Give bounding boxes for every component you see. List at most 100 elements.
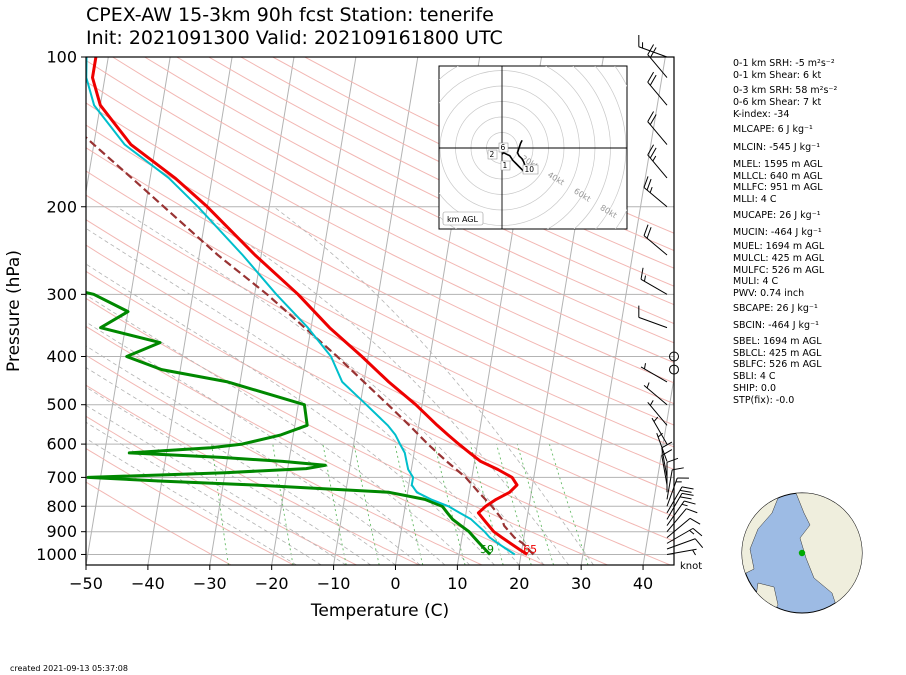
wind-barb: [656, 432, 668, 462]
hodograph-unit-label: km AGL: [447, 215, 479, 224]
wind-barb-calm: [669, 351, 679, 362]
wind-barb: [666, 467, 684, 500]
stability-index-item: MLLFC: 951 m AGL: [733, 182, 823, 194]
stability-index-item: SBCAPE: 26 J kg⁻¹: [733, 302, 818, 314]
isotherm-line: [86, 57, 109, 195]
moist-adiabat-line: [86, 345, 421, 565]
hodograph-height-label: 1: [503, 161, 508, 170]
moist-adiabat-line: [86, 367, 396, 565]
dry-adiabat-line: [112, 57, 674, 344]
globe-locator: [741, 492, 863, 614]
x-tick-label: −20: [255, 574, 289, 593]
mixing-ratio-line: [434, 443, 466, 565]
created-timestamp: created 2021-09-13 05:37:08: [10, 664, 128, 673]
y-tick-label: 1000: [36, 545, 77, 564]
wind-barb: [643, 224, 668, 256]
wind-barb: [666, 500, 696, 526]
stability-index-item: MLLI: 4 C: [733, 194, 777, 205]
hodograph-height-label: 10: [525, 165, 535, 174]
mixing-ratio-line: [548, 443, 589, 565]
dry-adiabat-line: [86, 147, 674, 448]
y-tick-label: 800: [46, 497, 77, 516]
stability-index-item: 0-1 km SRH: -5 m²s⁻²: [733, 58, 835, 69]
y-tick-label: 700: [46, 468, 77, 487]
stability-index-item: 0-3 km SRH: 58 m²s⁻²: [733, 85, 838, 97]
plot-area: [86, 57, 674, 565]
dry-adiabat-line: [86, 102, 674, 405]
surface-temperature-label: 65: [523, 543, 537, 556]
wind-barb: [647, 71, 668, 106]
moist-adiabat-line: [86, 404, 347, 565]
mixing-ratio-line: [394, 444, 424, 565]
isotherm-line: [642, 375, 674, 565]
wind-barb: [640, 267, 668, 295]
y-tick-label: 500: [46, 395, 77, 414]
stability-index-item: SBLFC: 526 m AGL: [733, 359, 822, 371]
wind-barb: [666, 517, 701, 538]
y-tick-label: 100: [46, 48, 77, 67]
dry-adiabat-line: [208, 57, 674, 287]
stability-index-item: STP(fix): -0.0: [733, 394, 795, 406]
hodograph-height-box: [500, 160, 511, 171]
station-marker: [798, 549, 806, 557]
wind-barb-calm: [669, 364, 679, 375]
dry-adiabat-line: [86, 244, 674, 542]
wetbulb-profile: [86, 57, 516, 556]
y-tick-label: 200: [46, 197, 77, 216]
wind-barb: [651, 416, 668, 445]
dry-adiabat-line: [144, 57, 674, 325]
moist-adiabat-line: [116, 206, 545, 565]
stability-index-item: SBCIN: -464 J kg⁻¹: [733, 320, 819, 332]
x-tick-label: 0: [390, 574, 400, 593]
moist-adiabat-line: [86, 227, 520, 565]
dry-adiabat-line: [86, 447, 294, 565]
stability-index-item: 0-1 km Shear: 6 kt: [733, 69, 822, 81]
stability-index-item: MLCAPE: 6 J kg⁻¹: [733, 123, 813, 135]
stability-index-item: MLEL: 1595 m AGL: [733, 158, 823, 170]
dry-adiabat-line: [86, 270, 671, 565]
moist-adiabat-line: [273, 206, 594, 565]
wind-unit-label: knot: [680, 561, 702, 572]
mixing-ratio-line: [496, 443, 532, 565]
y-tick-label: 600: [46, 435, 77, 454]
wind-barb: [647, 111, 668, 145]
moist-adiabat-line: [86, 294, 470, 565]
hodograph-height-box: [498, 142, 509, 153]
mixing-ratio-line: [322, 444, 347, 565]
hodograph-unit-box: [442, 211, 484, 226]
hodograph-height-label: 2: [490, 150, 495, 159]
dry-adiabat-line: [86, 59, 674, 364]
wind-barb: [638, 35, 668, 58]
dewpoint-profile: [86, 291, 492, 556]
x-tick-label: 30: [571, 574, 591, 593]
wind-barb: [643, 382, 668, 406]
x-tick-label: 20: [509, 574, 529, 593]
x-tick-label: 10: [447, 574, 467, 593]
surface-dewpoint-label: 59: [480, 543, 494, 556]
wind-barb: [666, 548, 697, 556]
y-tick-label: 400: [46, 347, 77, 366]
stability-index-item: MULI: 4 C: [733, 276, 779, 288]
wind-barb: [666, 527, 703, 544]
stability-index-item: MUCAPE: 26 J kg⁻¹: [733, 209, 821, 221]
moist-adiabat-line: [86, 437, 297, 565]
dry-adiabat-line: [86, 80, 674, 384]
mixing-ratio-line: [211, 444, 229, 565]
isotherm-line: [580, 57, 666, 565]
chart-title: CPEX-AW 15-3km 90h fcst Station: tenerif…: [86, 4, 494, 26]
x-tick-label: −30: [193, 574, 227, 593]
dry-adiabat-line: [86, 194, 674, 494]
wind-barb: [666, 538, 704, 550]
stability-index-item: MUEL: 1694 m AGL: [733, 241, 825, 253]
wind-barb: [661, 441, 673, 478]
hodograph-height-label: 6: [501, 143, 506, 152]
wind-barb: [666, 477, 689, 507]
dry-adiabat-line: [86, 481, 232, 565]
stability-index-item: MULCL: 425 m AGL: [733, 252, 825, 264]
stability-index-item: PWV: 0.74 inch: [733, 287, 805, 299]
x-axis-label: Temperature (C): [310, 601, 449, 621]
y-tick-label: 300: [46, 285, 77, 304]
wind-barb: [647, 400, 668, 426]
dry-adiabat-line: [176, 57, 674, 306]
